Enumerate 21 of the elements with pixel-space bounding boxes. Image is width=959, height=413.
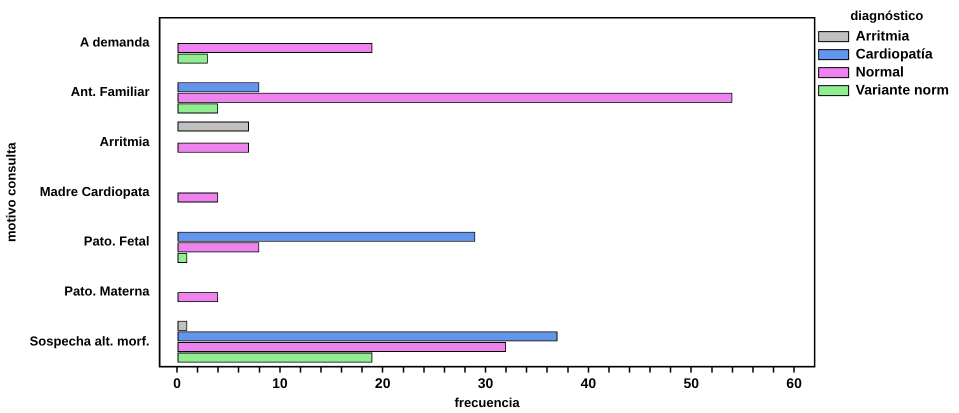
y-tick-label: Pato. Materna: [64, 283, 150, 298]
y-tick-label: Sospecha alt. morf.: [30, 333, 150, 348]
legend-label: Cardiopatía: [856, 45, 933, 62]
x-tick-label: 40: [580, 374, 596, 391]
y-tick-label: Pato. Fetal: [84, 234, 150, 249]
x-tick-label: 20: [374, 374, 391, 391]
x-tick-label: 60: [786, 374, 802, 391]
legend-label: Variante norm: [856, 81, 950, 98]
legend-label: Normal: [856, 63, 904, 80]
x-tick-label: 0: [173, 374, 182, 391]
x-tick-label: 50: [683, 374, 700, 391]
legend-label: Arritmia: [856, 27, 910, 44]
y-tick-label: Arritmia: [100, 134, 150, 149]
x-tick-label: 10: [272, 374, 288, 391]
x-axis-title: frecuencia: [454, 394, 520, 410]
y-axis-title: motivo consulta: [3, 142, 18, 242]
y-tick-label: Madre Cardiopata: [40, 184, 150, 199]
x-tick-label: 30: [478, 374, 494, 391]
y-tick-label: Ant. Familiar: [70, 84, 150, 100]
legend-title: diagnóstico: [850, 8, 924, 24]
y-tick-label: A demanda: [80, 34, 150, 50]
